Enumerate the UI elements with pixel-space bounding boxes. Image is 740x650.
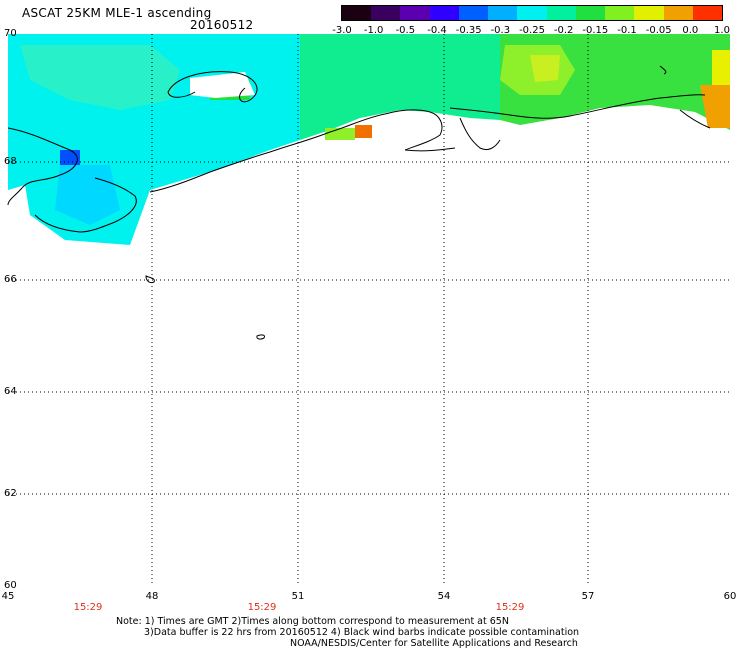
wind-swath [8, 34, 730, 245]
note-line-3: NOAA/NESDIS/Center for Satellite Applica… [290, 638, 578, 649]
lon-label: 45 [1, 591, 15, 602]
colorbar-tick-label: -0.25 [519, 25, 545, 36]
lon-label: 51 [291, 591, 305, 602]
colorbar-segment [546, 6, 576, 20]
colorbar-segment [634, 6, 664, 20]
lat-label: 68 [4, 156, 17, 167]
lat-label: 64 [4, 386, 17, 397]
lat-label: 60 [4, 580, 17, 591]
note-line-2: 3)Data buffer is 22 hrs from 20160512 4)… [144, 627, 580, 638]
colorbar-segment [458, 6, 489, 20]
lon-label: 57 [581, 591, 595, 602]
colorbar-tick-label: -0.5 [395, 25, 416, 36]
colorbar [341, 5, 723, 21]
colorbar-tick-labels: -3.0 -1.0 -0.5 -0.4 -0.35 -0.3 -0.25 -0.2 -0.15-… [330, 25, 735, 37]
colorbar-segment [488, 6, 518, 20]
note-line-1: Note: 1) Times are GMT 2)Times along bot… [116, 616, 509, 627]
colorbar-segment [692, 6, 723, 20]
colorbar-segment [429, 6, 459, 20]
colorbar-segment [371, 6, 401, 20]
graticule [8, 34, 730, 586]
time-label: 15:29 [495, 602, 525, 613]
colorbar-tick-label: -0.4 [427, 25, 447, 36]
time-label: 15:29 [73, 602, 103, 613]
time-label: 15:29 [247, 602, 277, 613]
colorbar-tick-label: -0.05 [645, 25, 672, 36]
colorbar-segment [575, 6, 606, 20]
colorbar-tick-label: -0.15 [582, 25, 609, 36]
colorbar-segment [605, 6, 635, 20]
lat-label: 62 [4, 488, 17, 499]
colorbar-segment [342, 6, 372, 20]
lat-label: 66 [4, 274, 17, 285]
image-date: 20160512 [190, 18, 254, 32]
colorbar-tick-label: -0.1 [617, 25, 637, 36]
colorbar-tick-label: -0.3 [490, 25, 511, 36]
colorbar-segment [400, 6, 430, 20]
colorbar-segment [517, 6, 547, 20]
colorbar-tick-label: 1.0 [714, 25, 730, 36]
colorbar-tick-label: 0.0 [682, 25, 699, 36]
image-title: ASCAT 25KM MLE-1 ascending [22, 6, 212, 20]
colorbar-tick-label: -0.35 [455, 25, 482, 36]
colorbar-tick-label: -1.0 [363, 25, 384, 36]
lon-label: 54 [437, 591, 451, 602]
lon-label: 48 [145, 591, 159, 602]
lon-label: 60 [723, 591, 737, 602]
coastline [7, 65, 711, 340]
colorbar-tick-label: -0.2 [553, 25, 574, 36]
colorbar-tick-label: -3.0 [332, 25, 352, 36]
lat-label: 70 [4, 28, 17, 39]
colorbar-segment [663, 6, 693, 20]
